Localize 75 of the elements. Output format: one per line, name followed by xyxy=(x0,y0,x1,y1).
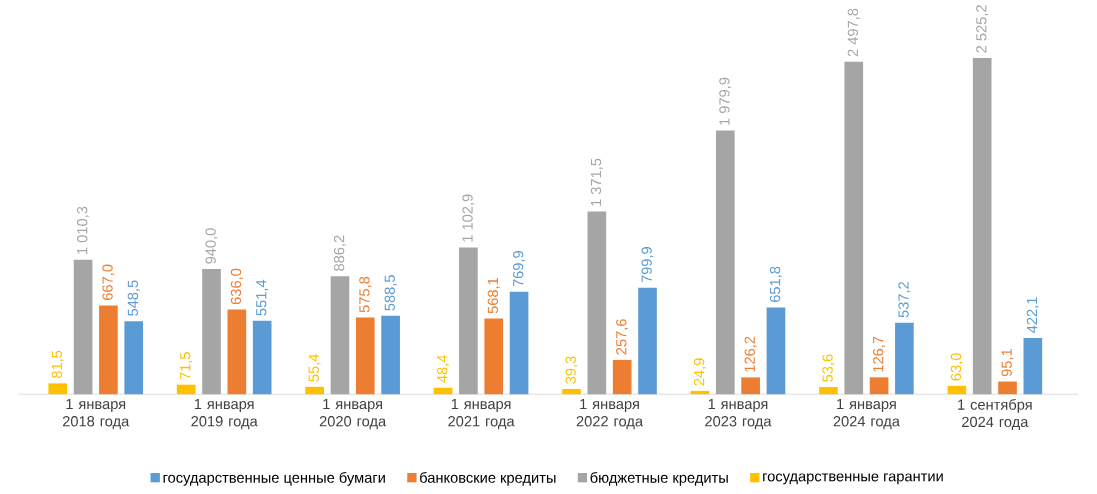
bar xyxy=(947,385,967,395)
bar xyxy=(509,291,529,395)
x-tick-label: 1 января 2021 года xyxy=(448,398,515,430)
data-label: 24,9 xyxy=(693,358,707,386)
bar xyxy=(819,386,838,395)
bar xyxy=(715,130,735,395)
data-label: 81,5 xyxy=(51,350,64,378)
data-label: 1 979,9 xyxy=(719,77,732,125)
bar xyxy=(355,317,375,395)
x-tick-label: 1 января 2022 года xyxy=(576,398,644,430)
data-label: 126,2 xyxy=(744,336,757,372)
data-label: 588,5 xyxy=(384,275,397,311)
data-label: 667,0 xyxy=(102,264,115,300)
legend-label: банковские кредиты xyxy=(420,471,556,486)
bar xyxy=(305,386,324,395)
x-tick-label: 1 января 2018 года xyxy=(62,398,130,430)
data-label: 257,6 xyxy=(616,319,629,355)
bar xyxy=(484,318,504,395)
data-label: 2 525,2 xyxy=(976,5,989,53)
x-tick-label: 1 января 2024 года xyxy=(833,398,900,430)
data-label: 55,4 xyxy=(308,353,321,382)
data-label: 548,5 xyxy=(127,280,140,316)
data-label: 1 102,9 xyxy=(462,194,475,242)
data-label: 651,8 xyxy=(769,266,783,302)
x-tick-label: 1 января 2023 года xyxy=(705,398,772,430)
bar xyxy=(99,305,118,395)
data-label: 48,4 xyxy=(437,354,450,383)
data-label: 39,3 xyxy=(565,356,578,384)
bar xyxy=(844,61,864,395)
data-label: 575,8 xyxy=(359,276,372,313)
data-label: 1 010,3 xyxy=(77,206,90,254)
x-tick-label: 1 января 2019 года xyxy=(191,398,258,430)
bar xyxy=(612,359,632,395)
data-label: 940,0 xyxy=(205,228,218,264)
bar xyxy=(124,321,144,395)
data-label: 1 371,5 xyxy=(590,158,603,206)
bar xyxy=(895,322,914,395)
legend-label: бюджетные кредиты xyxy=(590,471,728,486)
data-label: 53,6 xyxy=(822,354,835,382)
bar xyxy=(998,381,1017,395)
data-label: 886,2 xyxy=(333,235,347,271)
bar xyxy=(252,320,272,395)
bar xyxy=(176,384,196,395)
data-label: 71,5 xyxy=(180,352,193,380)
bar xyxy=(381,315,400,395)
bar xyxy=(227,309,247,395)
bar xyxy=(202,268,221,395)
bar xyxy=(330,276,350,395)
bar xyxy=(766,307,786,395)
bar xyxy=(562,388,581,395)
bar xyxy=(869,377,889,395)
data-label: 551,4 xyxy=(256,279,269,316)
data-label: 568,1 xyxy=(487,277,500,314)
legend-label: государственные ценные бумаги xyxy=(163,471,385,486)
bar xyxy=(587,211,607,395)
bar xyxy=(741,377,760,395)
legend-label: государственные гарантии xyxy=(763,473,943,485)
bar xyxy=(638,287,657,395)
data-label: 126,7 xyxy=(873,336,886,372)
data-label: 537,2 xyxy=(898,281,911,318)
data-label: 799,9 xyxy=(641,246,654,283)
data-label: 2 497,8 xyxy=(847,8,860,57)
bar xyxy=(459,247,478,395)
x-tick-label: 1 января 2020 года xyxy=(319,398,387,430)
data-label: 95,1 xyxy=(1001,348,1014,377)
data-label: 769,9 xyxy=(513,250,526,287)
bar xyxy=(1023,337,1043,395)
data-label: 422,1 xyxy=(1026,297,1039,333)
data-label: 63,0 xyxy=(950,353,963,381)
data-label: 636,0 xyxy=(230,268,243,305)
bar xyxy=(972,57,992,395)
bar xyxy=(48,383,68,395)
x-tick-label: 1 сентября 2024 года xyxy=(958,398,1032,430)
bar xyxy=(73,259,93,395)
bar xyxy=(433,387,453,395)
